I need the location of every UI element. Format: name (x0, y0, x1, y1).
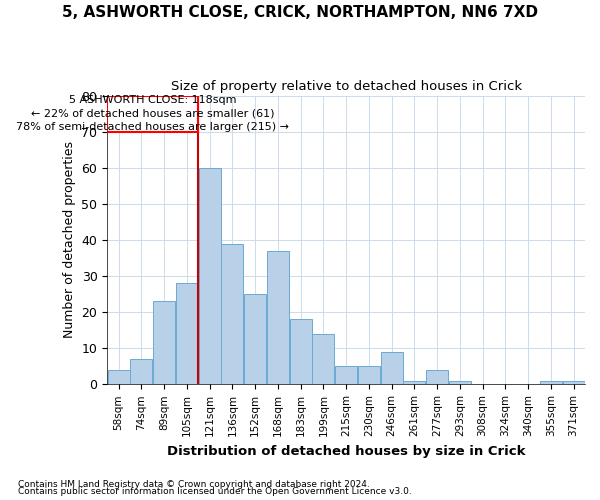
Bar (290, 320, 311, 384)
Bar (335, 366, 357, 384)
Text: Contains HM Land Registry data © Crown copyright and database right 2024.: Contains HM Land Registry data © Crown c… (18, 480, 370, 489)
Bar (199, 168, 221, 384)
Bar (313, 334, 334, 384)
Title: Size of property relative to detached houses in Crick: Size of property relative to detached ho… (170, 80, 521, 93)
Bar (176, 284, 198, 384)
Bar (380, 352, 403, 384)
X-axis label: Distribution of detached houses by size in Crick: Distribution of detached houses by size … (167, 444, 526, 458)
Text: 5, ASHWORTH CLOSE, CRICK, NORTHAMPTON, NN6 7XD: 5, ASHWORTH CLOSE, CRICK, NORTHAMPTON, N… (62, 5, 538, 20)
Bar (107, 370, 130, 384)
Bar (267, 251, 289, 384)
Y-axis label: Number of detached properties: Number of detached properties (63, 142, 76, 338)
Text: 5 ASHWORTH CLOSE: 118sqm
← 22% of detached houses are smaller (61)
78% of semi-d: 5 ASHWORTH CLOSE: 118sqm ← 22% of detach… (16, 96, 289, 132)
Bar (403, 380, 425, 384)
Bar (153, 302, 175, 384)
Bar (358, 366, 380, 384)
Bar (221, 244, 244, 384)
Bar (130, 359, 152, 384)
Bar (563, 380, 584, 384)
Bar (107, 96, 198, 132)
Bar (244, 294, 266, 384)
Text: Contains public sector information licensed under the Open Government Licence v3: Contains public sector information licen… (18, 487, 412, 496)
Bar (540, 380, 562, 384)
Bar (449, 380, 471, 384)
Bar (426, 370, 448, 384)
